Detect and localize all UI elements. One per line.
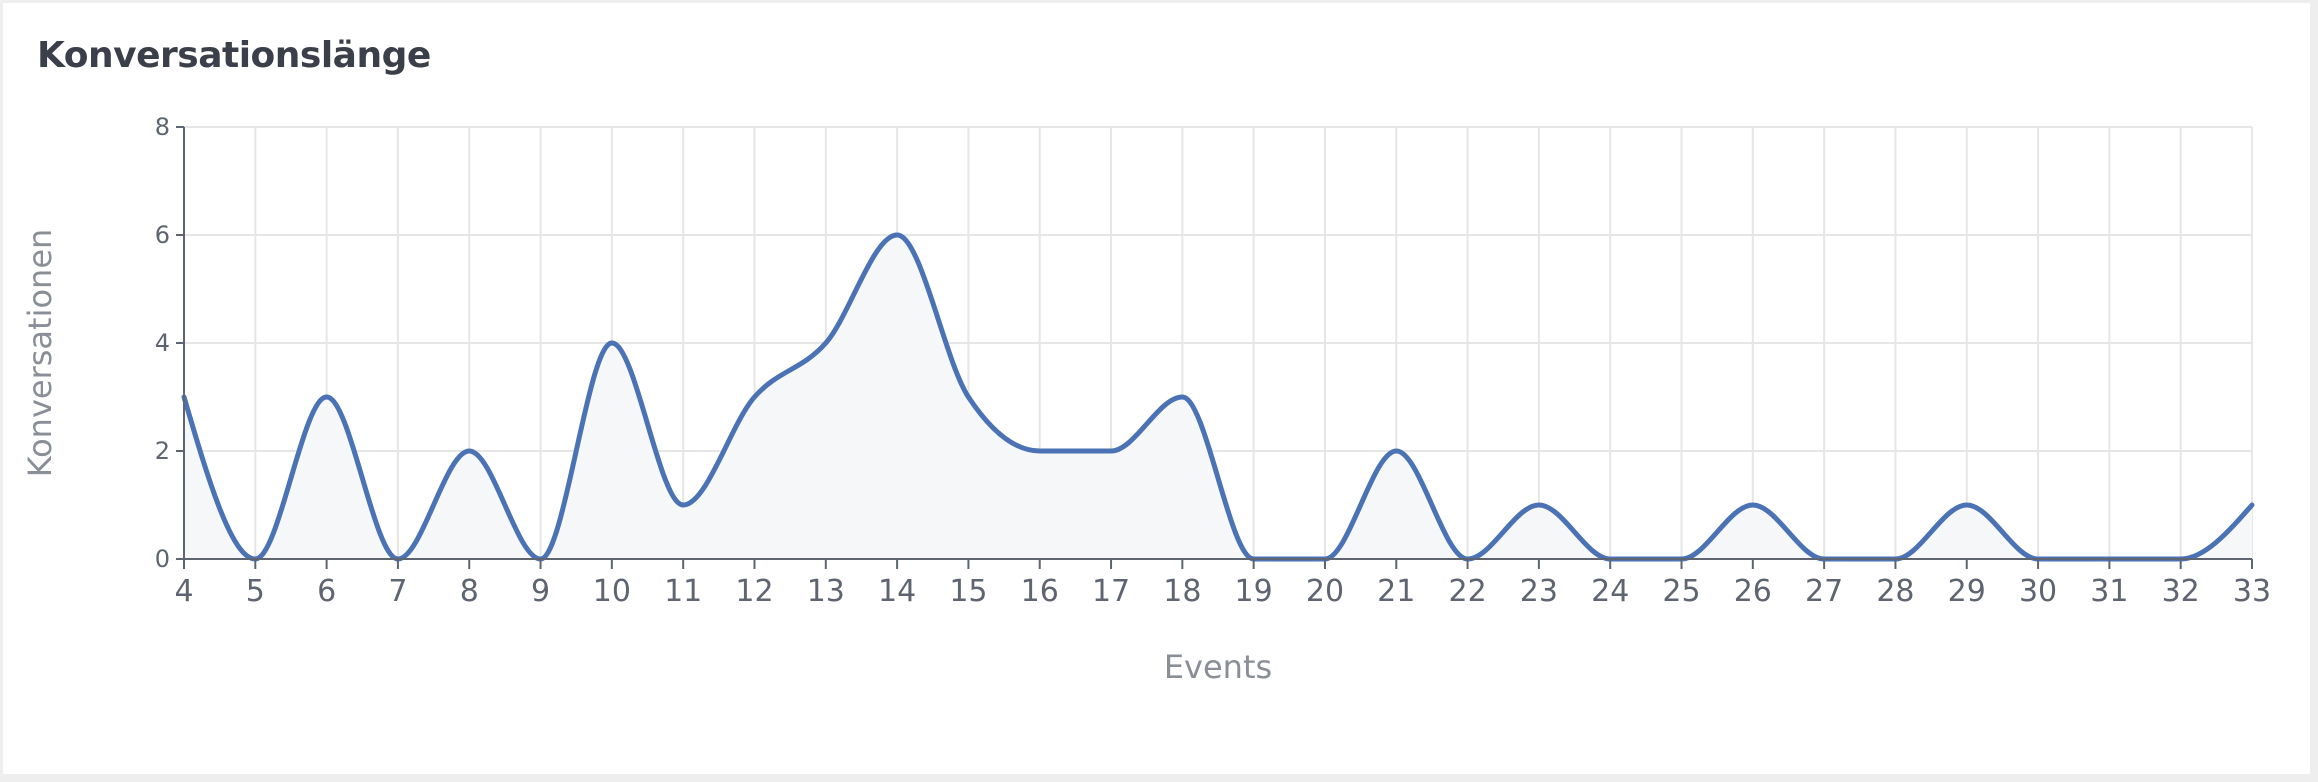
x-tick-label: 5 bbox=[246, 574, 265, 609]
x-tick-label: 14 bbox=[878, 574, 916, 609]
x-axis-title: Events bbox=[1164, 648, 1272, 686]
x-tick-label: 15 bbox=[949, 574, 987, 609]
x-tick-label: 32 bbox=[2162, 574, 2200, 609]
x-tick-label: 9 bbox=[531, 574, 550, 609]
chart-title: Konversationslänge bbox=[37, 35, 431, 76]
y-tick-label: 2 bbox=[155, 437, 170, 465]
x-tick-label: 22 bbox=[1448, 574, 1486, 609]
x-tick-label: 4 bbox=[174, 574, 193, 609]
x-tick-label: 21 bbox=[1377, 574, 1415, 609]
x-tick-label: 10 bbox=[593, 574, 631, 609]
y-tick-label: 0 bbox=[155, 545, 170, 573]
x-tick-label: 8 bbox=[460, 574, 479, 609]
x-tick-label: 31 bbox=[2090, 574, 2128, 609]
x-tick-label: 13 bbox=[807, 574, 845, 609]
x-tick-label: 26 bbox=[1734, 574, 1772, 609]
x-tick-label: 29 bbox=[1948, 574, 1986, 609]
x-tick-label: 23 bbox=[1520, 574, 1558, 609]
x-tick-label: 6 bbox=[317, 574, 336, 609]
y-axis-title: Konversationen bbox=[21, 229, 59, 478]
y-tick-label: 6 bbox=[155, 221, 170, 249]
x-tick-label: 33 bbox=[2233, 574, 2271, 609]
x-tick-label: 20 bbox=[1306, 574, 1344, 609]
x-tick-label: 28 bbox=[1876, 574, 1914, 609]
x-tick-label: 27 bbox=[1805, 574, 1843, 609]
x-tick-label: 12 bbox=[735, 574, 773, 609]
x-tick-label: 17 bbox=[1092, 574, 1130, 609]
axes bbox=[176, 126, 2253, 569]
x-tick-label: 7 bbox=[388, 574, 407, 609]
y-tick-label: 8 bbox=[155, 113, 170, 141]
x-tick-label: 19 bbox=[1235, 574, 1273, 609]
x-tick-label: 25 bbox=[1662, 574, 1700, 609]
x-tick-label: 30 bbox=[2019, 574, 2057, 609]
y-tick-label: 4 bbox=[155, 329, 170, 357]
x-tick-label: 18 bbox=[1163, 574, 1201, 609]
x-tick-label: 11 bbox=[664, 574, 702, 609]
chart-card: Konversationslänge 0 2 4 6 8 4 5 6 7 8 9 10 11 12 13 14… bbox=[3, 3, 2310, 774]
x-tick-label: 24 bbox=[1591, 574, 1629, 609]
series-area bbox=[184, 235, 2252, 559]
x-tick-label: 16 bbox=[1021, 574, 1059, 609]
